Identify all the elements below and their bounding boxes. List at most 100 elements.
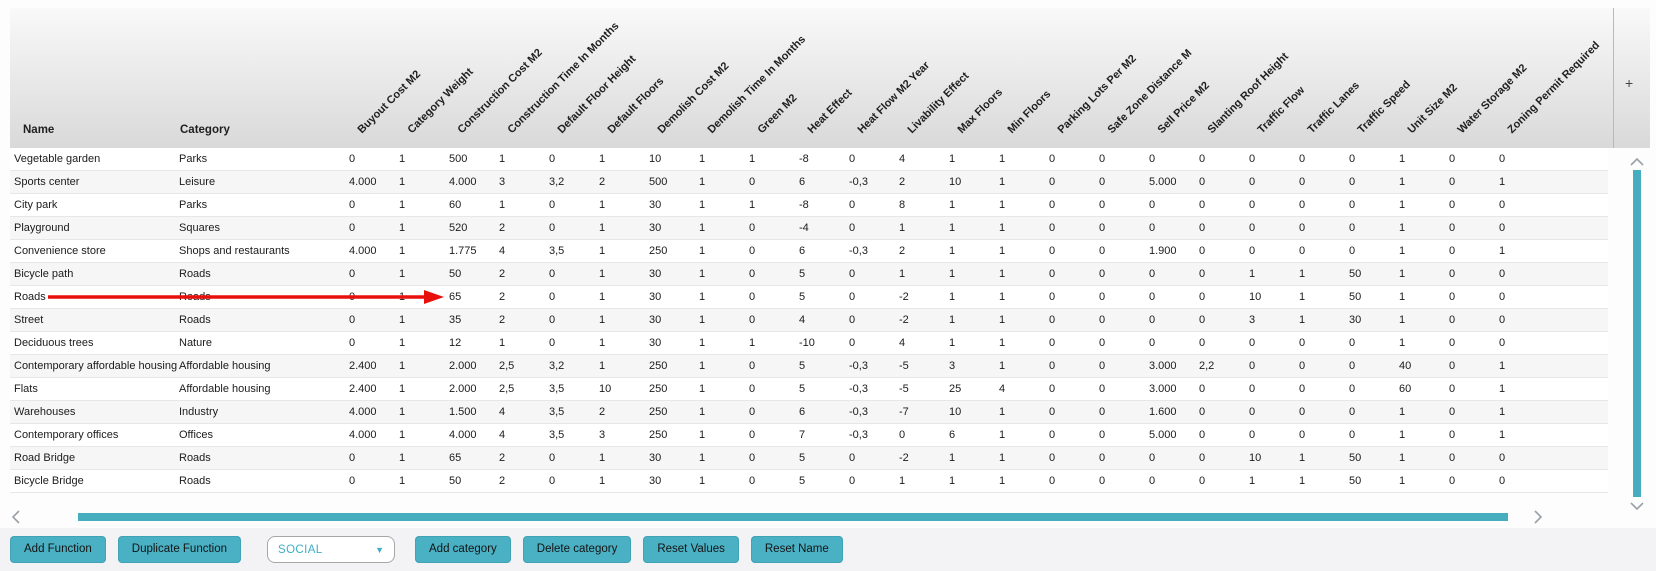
- cell-category[interactable]: Offices: [179, 429, 214, 441]
- cell-slanting-roof-height[interactable]: 0: [1199, 406, 1206, 418]
- cell-water-storage-m2[interactable]: 0: [1449, 429, 1456, 441]
- cell-sell-price-m2[interactable]: 0: [1149, 153, 1156, 165]
- cell-zoning-permit-required[interactable]: 1: [1499, 176, 1506, 188]
- cell-demolish-time-in-months[interactable]: 1: [699, 360, 706, 372]
- cell-max-floors[interactable]: 1: [949, 337, 956, 349]
- cell-category[interactable]: Parks: [179, 153, 208, 165]
- cell-min-floors[interactable]: 1: [999, 314, 1006, 326]
- cell-slanting-roof-height[interactable]: 0: [1199, 429, 1206, 441]
- cell-construction-cost-m2[interactable]: 65: [449, 452, 462, 464]
- cell-category-weight[interactable]: 1: [399, 337, 406, 349]
- cell-demolish-cost-m2[interactable]: 250: [649, 360, 668, 372]
- cell-safe-zone-distance-m[interactable]: 0: [1099, 222, 1106, 234]
- cell-green-m2[interactable]: 0: [749, 222, 756, 234]
- cell-construction-cost-m2[interactable]: 50: [449, 475, 462, 487]
- cell-traffic-lanes[interactable]: 0: [1299, 153, 1306, 165]
- cell-category[interactable]: Roads: [179, 291, 211, 303]
- cell-traffic-speed[interactable]: 0: [1349, 383, 1356, 395]
- cell-livability-effect[interactable]: 2: [899, 176, 906, 188]
- cell-slanting-roof-height[interactable]: 0: [1199, 337, 1206, 349]
- cell-water-storage-m2[interactable]: 0: [1449, 314, 1456, 326]
- cell-heat-effect[interactable]: 5: [799, 475, 806, 487]
- cell-name[interactable]: Vegetable garden: [14, 153, 101, 165]
- cell-heat-flow-m2-year[interactable]: 0: [849, 222, 856, 234]
- cell-safe-zone-distance-m[interactable]: 0: [1099, 337, 1106, 349]
- cell-min-floors[interactable]: 1: [999, 268, 1006, 280]
- cell-category-weight[interactable]: 1: [399, 291, 406, 303]
- column-header-traffic-speed[interactable]: Traffic Speed: [1355, 78, 1413, 136]
- cell-zoning-permit-required[interactable]: 0: [1499, 291, 1506, 303]
- cell-water-storage-m2[interactable]: 0: [1449, 268, 1456, 280]
- cell-sell-price-m2[interactable]: 0: [1149, 337, 1156, 349]
- cell-heat-flow-m2-year[interactable]: 0: [849, 199, 856, 211]
- cell-parking-lots-per-m2[interactable]: 0: [1049, 383, 1056, 395]
- cell-demolish-cost-m2[interactable]: 250: [649, 383, 668, 395]
- table-row[interactable]: Deciduous trees Nature 0 1 12 1 0 1 30 1 1 -10 0 4 1 1 0…: [10, 332, 1608, 355]
- cell-demolish-cost-m2[interactable]: 30: [649, 337, 662, 349]
- cell-green-m2[interactable]: 0: [749, 176, 756, 188]
- cell-sell-price-m2[interactable]: 3.000: [1149, 383, 1177, 395]
- add-column-button[interactable]: +: [1625, 75, 1634, 91]
- cell-construction-time-in-months[interactable]: 2: [499, 475, 506, 487]
- cell-category[interactable]: Affordable housing: [179, 360, 271, 372]
- horizontal-scrollbar-thumb[interactable]: [78, 513, 1508, 521]
- cell-traffic-flow[interactable]: 0: [1249, 406, 1256, 418]
- cell-default-floors[interactable]: 1: [599, 222, 606, 234]
- cell-default-floors[interactable]: 1: [599, 291, 606, 303]
- cell-demolish-time-in-months[interactable]: 1: [699, 452, 706, 464]
- cell-min-floors[interactable]: 1: [999, 222, 1006, 234]
- cell-category[interactable]: Roads: [179, 452, 211, 464]
- cell-buyout-cost-m2[interactable]: 0: [349, 153, 356, 165]
- cell-parking-lots-per-m2[interactable]: 0: [1049, 360, 1056, 372]
- cell-water-storage-m2[interactable]: 0: [1449, 406, 1456, 418]
- cell-buyout-cost-m2[interactable]: 0: [349, 337, 356, 349]
- cell-traffic-lanes[interactable]: 1: [1299, 475, 1306, 487]
- cell-default-floors[interactable]: 1: [599, 314, 606, 326]
- cell-safe-zone-distance-m[interactable]: 0: [1099, 268, 1106, 280]
- cell-default-floors[interactable]: 1: [599, 360, 606, 372]
- cell-name[interactable]: Playground: [14, 222, 70, 234]
- cell-min-floors[interactable]: 4: [999, 383, 1006, 395]
- cell-default-floors[interactable]: 1: [599, 268, 606, 280]
- cell-demolish-time-in-months[interactable]: 1: [699, 268, 706, 280]
- cell-traffic-flow[interactable]: 0: [1249, 429, 1256, 441]
- cell-green-m2[interactable]: 0: [749, 268, 756, 280]
- cell-construction-cost-m2[interactable]: 2.000: [449, 360, 477, 372]
- cell-min-floors[interactable]: 1: [999, 153, 1006, 165]
- cell-category[interactable]: Squares: [179, 222, 220, 234]
- cell-min-floors[interactable]: 1: [999, 337, 1006, 349]
- cell-demolish-time-in-months[interactable]: 1: [699, 222, 706, 234]
- column-header-traffic-flow[interactable]: Traffic Flow: [1255, 84, 1308, 136]
- cell-construction-cost-m2[interactable]: 50: [449, 268, 462, 280]
- cell-buyout-cost-m2[interactable]: 4.000: [349, 429, 377, 441]
- cell-livability-effect[interactable]: 0: [899, 429, 906, 441]
- cell-zoning-permit-required[interactable]: 1: [1499, 406, 1506, 418]
- cell-safe-zone-distance-m[interactable]: 0: [1099, 475, 1106, 487]
- cell-min-floors[interactable]: 1: [999, 176, 1006, 188]
- cell-demolish-cost-m2[interactable]: 30: [649, 291, 662, 303]
- column-header-sell-price-m2[interactable]: Sell Price M2: [1155, 79, 1212, 136]
- cell-default-floor-height[interactable]: 0: [549, 268, 556, 280]
- cell-sell-price-m2[interactable]: 5.000: [1149, 429, 1177, 441]
- cell-buyout-cost-m2[interactable]: 0: [349, 199, 356, 211]
- cell-zoning-permit-required[interactable]: 1: [1499, 360, 1506, 372]
- cell-heat-effect[interactable]: 5: [799, 360, 806, 372]
- cell-construction-cost-m2[interactable]: 1.500: [449, 406, 477, 418]
- table-row[interactable]: Sports center Leisure 4.000 1 4.000 3 3,2 2 500 1…: [10, 171, 1608, 194]
- cell-construction-cost-m2[interactable]: 500: [449, 153, 468, 165]
- cell-demolish-cost-m2[interactable]: 30: [649, 452, 662, 464]
- cell-heat-flow-m2-year[interactable]: -0,3: [849, 429, 868, 441]
- cell-unit-size-m2[interactable]: 1: [1399, 337, 1406, 349]
- cell-unit-size-m2[interactable]: 1: [1399, 199, 1406, 211]
- cell-heat-flow-m2-year[interactable]: 0: [849, 153, 856, 165]
- cell-traffic-speed[interactable]: 0: [1349, 199, 1356, 211]
- cell-default-floors[interactable]: 2: [599, 176, 606, 188]
- cell-traffic-lanes[interactable]: 0: [1299, 429, 1306, 441]
- cell-safe-zone-distance-m[interactable]: 0: [1099, 452, 1106, 464]
- cell-default-floor-height[interactable]: 3,5: [549, 429, 565, 441]
- cell-category-weight[interactable]: 1: [399, 475, 406, 487]
- cell-water-storage-m2[interactable]: 0: [1449, 245, 1456, 257]
- cell-max-floors[interactable]: 1: [949, 245, 956, 257]
- cell-demolish-time-in-months[interactable]: 1: [699, 176, 706, 188]
- cell-traffic-lanes[interactable]: 0: [1299, 383, 1306, 395]
